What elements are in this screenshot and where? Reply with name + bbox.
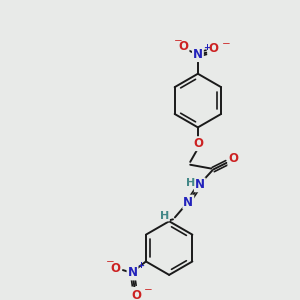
Text: O: O: [228, 152, 238, 166]
Text: O: O: [193, 137, 203, 150]
Text: O: O: [110, 262, 120, 275]
Text: O: O: [131, 289, 141, 300]
Text: −: −: [144, 285, 153, 295]
Text: N: N: [195, 178, 205, 191]
Text: −: −: [106, 257, 115, 267]
Text: O: O: [178, 40, 188, 53]
Text: −: −: [222, 39, 231, 49]
Text: N: N: [183, 196, 193, 208]
Text: −: −: [174, 36, 183, 46]
Text: +: +: [137, 261, 144, 270]
Text: N: N: [128, 266, 137, 280]
Text: +: +: [203, 43, 210, 52]
Text: N: N: [193, 48, 203, 61]
Text: H: H: [186, 178, 195, 188]
Text: H: H: [160, 211, 169, 220]
Text: O: O: [208, 42, 218, 55]
